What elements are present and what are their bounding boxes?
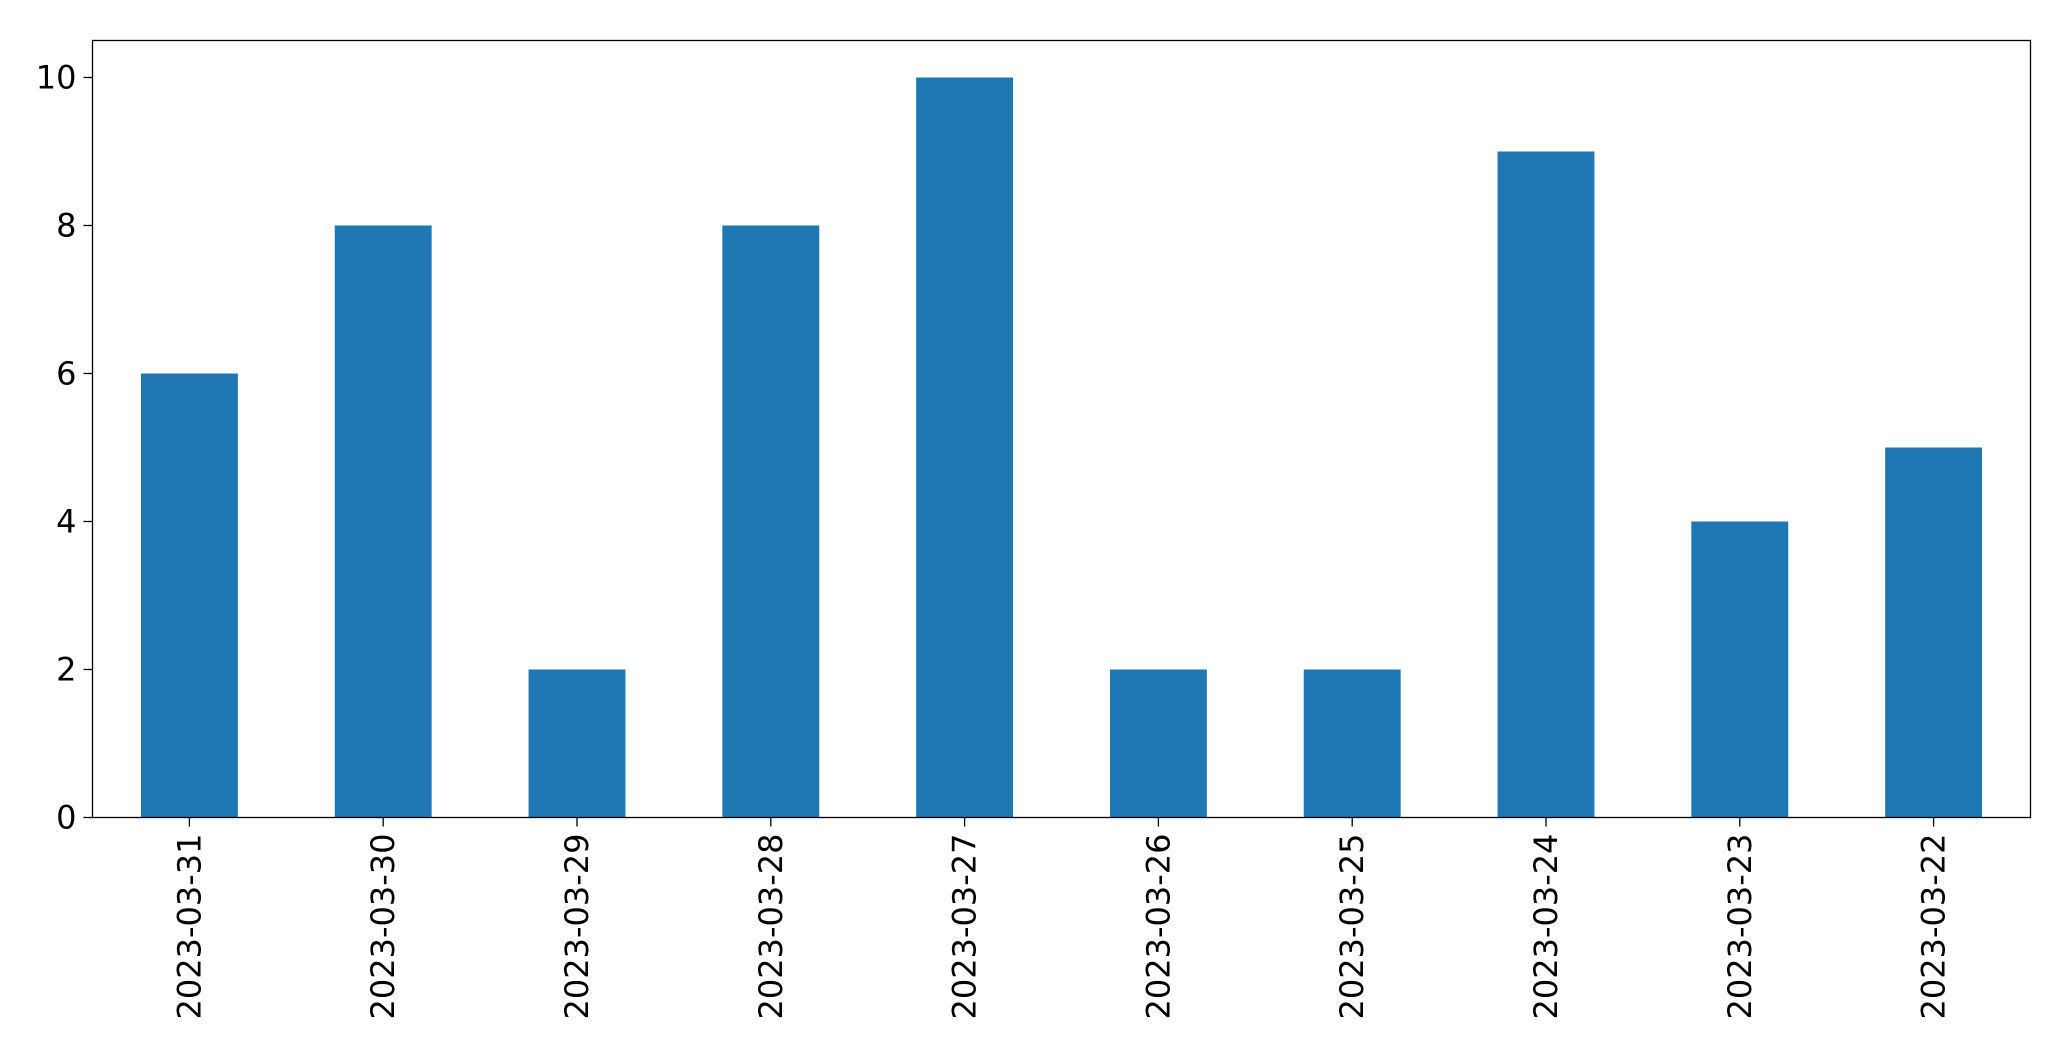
bar [334,225,432,818]
x-tick-label: 2023-03-26 [1139,834,1177,1020]
x-tick-label: 2023-03-28 [752,834,790,1020]
x-tick-label: 2023-03-29 [558,834,596,1020]
x-tick-label: 2023-03-27 [946,834,984,1020]
y-tick-label: 10 [36,59,77,97]
x-tick-label: 2023-03-25 [1333,834,1371,1020]
y-tick-label: 2 [56,651,76,689]
x-tick-label: 2023-03-22 [1915,834,1953,1020]
bar [1497,151,1595,818]
x-tick-label: 2023-03-31 [170,834,208,1020]
bar [1885,447,1983,818]
bar [1109,669,1207,818]
y-tick-label: 0 [56,799,76,837]
x-tick-label: 2023-03-30 [364,834,402,1020]
bar [1691,521,1789,818]
y-tick-label: 8 [56,207,76,245]
plot-frame [91,39,2032,819]
y-tick-label: 4 [56,503,76,541]
y-tick-label: 6 [56,355,76,393]
bar [140,373,238,818]
x-tick-label: 2023-03-23 [1721,834,1759,1020]
x-tick-label: 2023-03-24 [1527,834,1565,1020]
bar [528,669,626,818]
bar [722,225,820,818]
bar [1303,669,1401,818]
bar [916,77,1014,818]
